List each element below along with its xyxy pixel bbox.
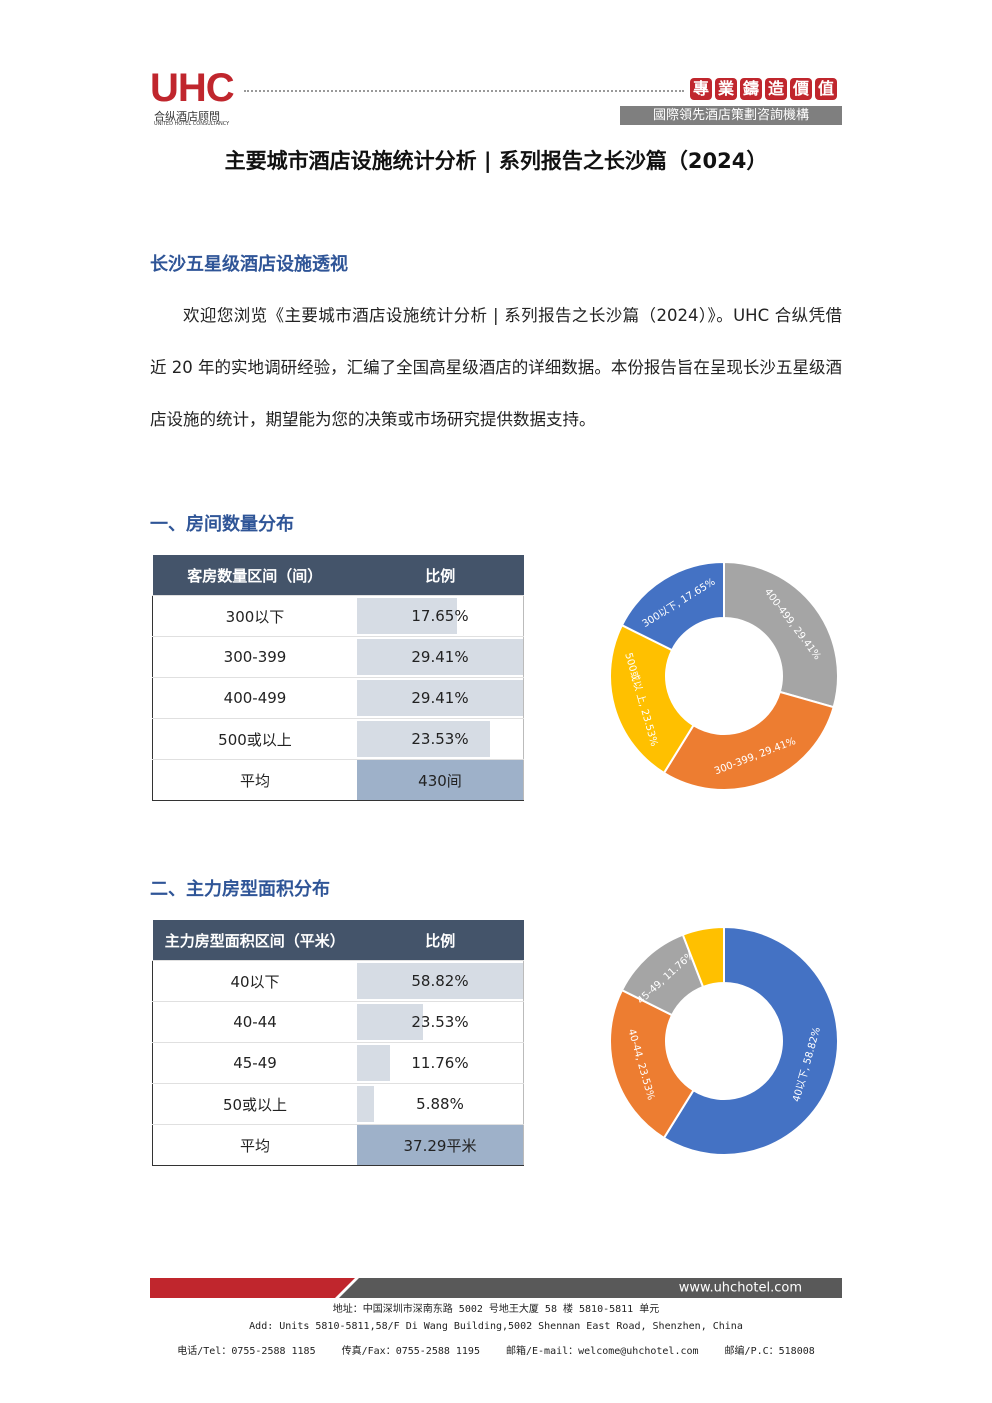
donut-segment [620,560,725,652]
table-row: 40-44 23.53% [152,1001,524,1043]
average-label: 平均 [152,759,357,801]
average-row: 平均 430间 [152,759,524,801]
column-header: 主力房型面积区间（平米） [152,920,357,961]
contact: 邮箱/E-mail：welcome@uhchotel.com [505,1346,699,1357]
column-header: 客房数量区间（间） [152,555,357,596]
value-label: 5.88% [416,1095,464,1113]
logo: UHC [150,66,235,110]
average-row: 平均 37.29平米 [152,1124,524,1166]
contacts: 电话/Tel：0755-2588 1185 传真/Fax：0755-2588 11… [0,1342,992,1357]
table-row: 40以下 58.82% [152,960,524,1002]
value-label: 17.65% [411,607,469,625]
footer-band: www.uhchotel.com [150,1278,842,1298]
table-row: 300-399 29.41% [152,636,524,678]
slogan-char: 值 [815,78,837,100]
donut-segment [662,925,839,1156]
column-header: 比例 [357,920,524,961]
logo-cn: 合纵酒店顾問 [154,110,220,123]
table-row: 500或以上 23.53% [152,718,524,760]
data-table: 主力房型面积区间（平米） 比例 40以下 58.82% 40-44 23.53% 45-49… [152,920,524,1166]
section-heading: 二、主力房型面积分布 [150,879,330,900]
donut-segment [662,690,835,791]
table-header: 主力房型面积区间（平米） 比例 [152,920,524,961]
slogan-char: 業 [715,78,737,100]
row-label: 400-499 [152,677,357,719]
intro-paragraph: 欢迎您浏览《主要城市酒店设施统计分析 | 系列报告之长沙篇（2024）》。UHC… [150,306,842,429]
row-value: 11.76% [357,1042,524,1084]
data-bar [357,1004,424,1040]
value-label: 23.53% [411,1013,469,1031]
data-bar [357,963,523,999]
tagline: 國際領先酒店策劃咨詢機構 [620,106,842,125]
slogan-char: 價 [790,78,812,100]
row-value: 58.82% [357,960,524,1002]
row-value: 29.41% [357,677,524,719]
value-label: 58.82% [411,972,469,990]
contact: 传真/Fax：0755-2588 1195 [341,1346,480,1357]
data-bar [357,721,490,757]
data-bar [357,639,523,675]
table-header: 客房数量区间（间） 比例 [152,555,524,596]
title: 主要城市酒店设施统计分析 | 系列报告之长沙篇（2024） [224,149,768,173]
value-label: 29.41% [411,648,469,666]
table-row: 45-49 11.76% [152,1042,524,1084]
average-value: 430间 [357,759,524,801]
value-label: 11.76% [411,1054,469,1072]
data-table: 客房数量区间（间） 比例 300以下 17.65% 300-399 29.41% 400-4… [152,555,524,801]
donut-segment [609,623,695,775]
row-label: 50或以上 [152,1083,357,1125]
address-cn: 地址：中国深圳市深南东路 5002 号地王大厦 58 楼 5810-5811 单… [332,1304,660,1315]
value-label: 23.53% [411,730,469,748]
logo-en: UNITED HOTEL CONSULTANCY [154,121,230,127]
table-row: 400-499 29.41% [152,677,524,719]
contact: 邮编/P.C：518008 [724,1346,815,1357]
row-value: 29.41% [357,636,524,678]
column-header: 比例 [357,555,524,596]
donut-segment [723,560,839,709]
row-value: 23.53% [357,718,524,760]
row-label: 500或以上 [152,718,357,760]
data-bar [357,680,523,716]
average-value: 37.29平米 [357,1124,524,1166]
contact: 电话/Tel：0755-2588 1185 [177,1346,316,1357]
average-label: 平均 [152,1124,357,1166]
divider [244,90,684,92]
slogan: 專業鑄造價值 [690,78,837,100]
section-heading: 一、房间数量分布 [150,514,294,535]
row-label: 45-49 [152,1042,357,1084]
value-label: 29.41% [411,689,469,707]
donut-chart: 40以下, 58.82%40-44, 23.53%45-49, 11.76% [609,925,839,1156]
slogan-char: 專 [690,78,712,100]
row-label: 40以下 [152,960,357,1002]
row-value: 17.65% [357,595,524,637]
footer-url: www.uhchotel.com [679,1281,802,1296]
intro-heading: 长沙五星级酒店设施透视 [150,254,348,275]
donut-segment [681,925,725,989]
data-bar [357,598,457,634]
row-label: 300以下 [152,595,357,637]
data-bar [357,1045,391,1081]
row-label: 300-399 [152,636,357,678]
donut-chart: 400-499, 29.41%300-399, 29.41%500或以 上, 2… [609,560,839,791]
data-bar [357,1086,374,1122]
address-en: Add: Units 5810-5811,58/F Di Wang Buildi… [249,1321,743,1332]
row-value: 23.53% [357,1001,524,1043]
table-row: 300以下 17.65% [152,595,524,637]
row-label: 40-44 [152,1001,357,1043]
donut-segment [609,988,695,1140]
table-row: 50或以上 5.88% [152,1083,524,1125]
slogan-char: 鑄 [740,78,762,100]
row-value: 5.88% [357,1083,524,1125]
slogan-char: 造 [765,78,787,100]
